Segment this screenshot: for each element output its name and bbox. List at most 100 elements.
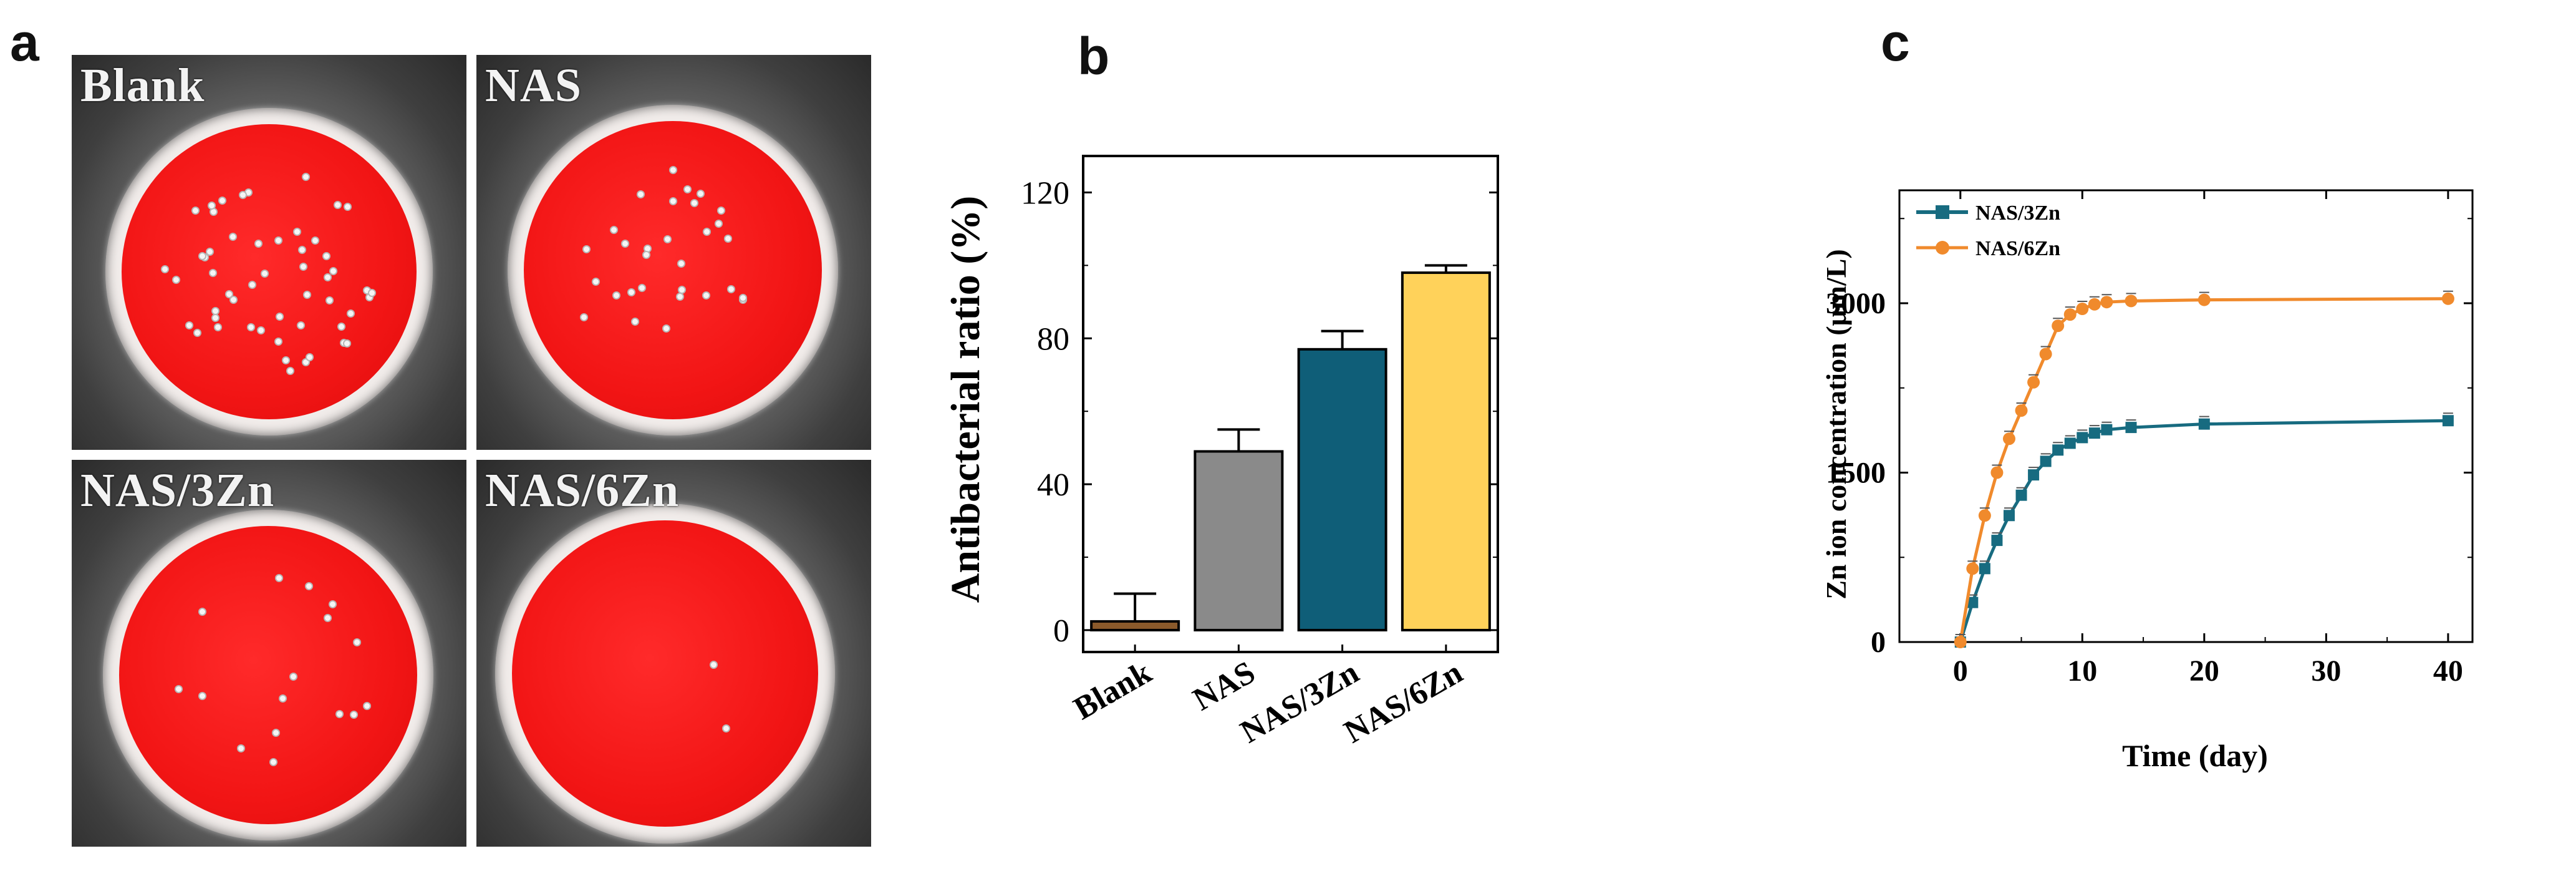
bar-blank	[1090, 620, 1180, 631]
bacterial-colony	[174, 684, 183, 693]
line-y-tick-label: 1500	[1826, 457, 1886, 490]
bacterial-colony	[637, 283, 646, 292]
bacterial-colony	[621, 240, 630, 248]
bacterial-colony	[334, 201, 342, 210]
data-point-nas-6zn	[2002, 432, 2015, 445]
data-point-nas-3zn	[2028, 469, 2040, 481]
bar-category-label: NAS/3Zn	[1235, 655, 1365, 750]
data-point-nas-3zn	[2088, 427, 2100, 439]
bar-category-label: NAS/6Zn	[1338, 655, 1469, 750]
data-point-nas-6zn	[2100, 296, 2113, 309]
data-point-nas-3zn	[2003, 510, 2015, 522]
bacterial-colony	[191, 206, 200, 215]
bacterial-colony	[631, 318, 640, 326]
bar-nas-6zn	[1401, 271, 1491, 631]
plate-nas: NAS	[476, 55, 871, 450]
plate-label: NAS	[485, 59, 582, 112]
line-plot-frame	[1898, 189, 2474, 643]
panel-letter-a: a	[10, 13, 39, 72]
bar-nas	[1194, 450, 1284, 631]
data-point-nas-3zn	[2052, 444, 2064, 456]
bacterial-colony	[311, 236, 320, 245]
bacterial-colony	[274, 236, 282, 245]
line-x-axis-label: Time (day)	[2122, 738, 2268, 773]
bar-y-tick-label: 0	[1053, 613, 1069, 649]
bacterial-colony	[690, 199, 699, 208]
data-point-nas-3zn	[2077, 432, 2088, 444]
bar-plot-frame	[1082, 155, 1499, 653]
bacterial-colony	[224, 290, 233, 298]
data-point-nas-6zn	[2015, 404, 2028, 417]
bacterial-colony	[274, 338, 282, 346]
data-point-nas-6zn	[2076, 303, 2089, 316]
data-point-nas-6zn	[2027, 376, 2040, 389]
bacterial-colony	[211, 313, 219, 322]
bacterial-colony	[246, 323, 255, 331]
line-x-tick-label: 10	[2067, 655, 2097, 688]
line-y-tick-label: 3000	[1826, 287, 1886, 320]
panel-letter-b: b	[1078, 27, 1110, 85]
bacterial-colony	[324, 613, 332, 622]
legend-label-nas-3zn: NAS/3Zn	[1975, 202, 2060, 225]
bacterial-colony	[198, 607, 207, 616]
bacterial-colony	[214, 323, 223, 331]
bacterial-colony	[293, 227, 302, 236]
plate-label: NAS/3Zn	[80, 464, 275, 517]
bacterial-colony	[717, 206, 726, 215]
bacterial-colony	[254, 239, 263, 248]
line-y-axis-label: Zn ion concentration (μm/L)	[1820, 249, 1852, 599]
bacterial-colony	[349, 711, 358, 719]
bacterial-colony	[702, 227, 711, 236]
plate-label: Blank	[80, 59, 205, 112]
plate-label: NAS/6Zn	[485, 464, 680, 517]
bacterial-colony	[636, 190, 645, 199]
bacterial-colony	[275, 574, 284, 583]
bacterial-colony	[702, 291, 711, 300]
bacterial-colony	[272, 729, 281, 737]
bacterial-colony	[324, 273, 332, 281]
agar-surface	[524, 121, 822, 419]
bacterial-colony	[236, 744, 245, 752]
data-point-nas-3zn	[2064, 437, 2076, 449]
bacterial-colony	[275, 313, 284, 321]
data-point-nas-6zn	[2441, 292, 2454, 305]
data-point-nas-6zn	[2039, 348, 2052, 361]
bar-category-label: NAS	[1187, 655, 1261, 718]
data-point-nas-3zn	[1967, 596, 1979, 608]
bacterial-colony	[269, 757, 277, 766]
bacterial-colony	[676, 292, 685, 301]
bacterial-colony	[185, 321, 194, 330]
zn-release-line-chart: 0 1500 3000 0 10 20 30 40 NAS/3Zn NAS/6Zn Time…	[1820, 189, 2474, 773]
bacterial-colony	[342, 339, 351, 348]
panel-letter-c: c	[1881, 13, 1910, 72]
data-point-nas-6zn	[2052, 319, 2065, 333]
bacterial-colony	[337, 323, 345, 331]
bacterial-colony	[328, 600, 337, 608]
bar-nas-3zn	[1297, 348, 1387, 631]
bacterial-colony	[352, 638, 361, 646]
bacterial-colony	[721, 724, 730, 732]
bacterial-colony	[279, 694, 287, 703]
legend-label-nas-6zn: NAS/6Zn	[1975, 237, 2060, 260]
line-y-tick-label: 0	[1871, 626, 1886, 659]
legend-marker-nas-3zn	[1936, 205, 1949, 219]
data-point-nas-6zn	[2063, 308, 2077, 321]
bacterial-colony	[206, 247, 215, 256]
bacterial-colony	[347, 309, 355, 318]
bacterial-colony	[726, 285, 735, 293]
bacterial-colony	[610, 225, 619, 234]
bacterial-colony	[663, 235, 672, 243]
bacterial-colony	[229, 295, 238, 304]
bacterial-colony	[193, 328, 201, 337]
data-point-nas-3zn	[2442, 415, 2454, 427]
bacterial-colony	[298, 246, 307, 255]
bacterial-colony	[683, 185, 692, 194]
bacterial-colony	[367, 288, 376, 297]
bacterial-colony	[261, 270, 269, 278]
bacterial-colony	[211, 306, 220, 315]
bacterial-colony	[282, 356, 291, 365]
line-x-tick-label: 30	[2311, 655, 2341, 688]
agar-surface	[512, 520, 818, 827]
bacterial-colony	[289, 672, 297, 681]
data-point-nas-6zn	[1954, 636, 1967, 648]
